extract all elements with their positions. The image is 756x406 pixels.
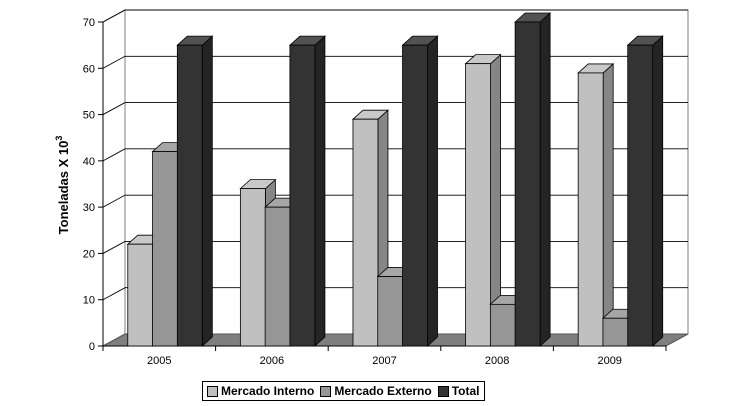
bar-mercado-externo-2005 — [152, 151, 178, 347]
bar-total-2006 — [289, 44, 316, 347]
legend-label-total: Total — [451, 384, 480, 398]
y-tick-label: 0 — [89, 341, 95, 353]
bar-mercado-interno-2007 — [352, 118, 379, 347]
bar-mercado-interno-2006 — [239, 188, 266, 347]
y-axis-label: Toneladas X 103 — [54, 136, 71, 235]
legend-label-mercado-externo: Mercado Externo — [334, 384, 432, 398]
bar-mercado-interno-2008 — [465, 63, 491, 347]
bar-mercado-externo-2007 — [377, 276, 404, 347]
x-tick-label-2006: 2006 — [260, 355, 284, 367]
legend-swatch-mercado-externo — [320, 385, 332, 397]
y-axis-label-text: Toneladas X 10 — [56, 141, 71, 235]
bar-mercado-interno-2009 — [577, 72, 604, 347]
legend-item-mercado-interno: Mercado Interno — [207, 384, 314, 398]
bar-mercado-interno-2005 — [127, 243, 154, 347]
y-tick-label: 40 — [83, 156, 95, 168]
bar-total-2009 — [627, 44, 654, 347]
bar-mercado-externo-2006 — [264, 206, 291, 347]
bar-total-2005 — [176, 44, 203, 347]
bar-mercado-externo-2008 — [489, 303, 516, 347]
bar-side-total-2009 — [652, 35, 664, 347]
y-axis-label-superscript: 3 — [54, 136, 64, 141]
y-tick-label: 50 — [83, 110, 95, 122]
gridline — [102, 9, 688, 23]
bar-side-total-2008 — [539, 12, 551, 347]
bar-mercado-externo-2009 — [602, 317, 629, 347]
bar-side-total-2007 — [427, 35, 438, 347]
legend-label-mercado-interno: Mercado Interno — [221, 384, 315, 398]
y-tick-label: 60 — [83, 63, 95, 75]
bar-total-2008 — [514, 21, 541, 347]
bar-total-2007 — [402, 44, 428, 347]
legend-swatch-total — [437, 385, 449, 397]
y-tick-label: 10 — [83, 295, 95, 307]
legend-item-mercado-externo: Mercado Externo — [320, 384, 432, 398]
y-tick-label: 20 — [83, 248, 95, 260]
bar-side-total-2005 — [201, 35, 213, 347]
x-tick-label-2008: 2008 — [485, 355, 509, 367]
legend-item-total: Total — [437, 384, 480, 398]
legend: Mercado Interno Mercado Externo Total — [202, 381, 485, 401]
bar-side-total-2006 — [314, 35, 326, 347]
y-tick-label: 70 — [83, 17, 95, 29]
x-tick-label-2007: 2007 — [372, 355, 396, 367]
side-wall — [102, 9, 126, 347]
bar-side-mercado-interno-2009 — [602, 63, 614, 347]
legend-swatch-mercado-interno — [207, 385, 218, 397]
y-tick-label: 30 — [83, 202, 95, 214]
x-tick-label-2009: 2009 — [597, 355, 621, 367]
x-tick-label-2005: 2005 — [147, 355, 171, 367]
